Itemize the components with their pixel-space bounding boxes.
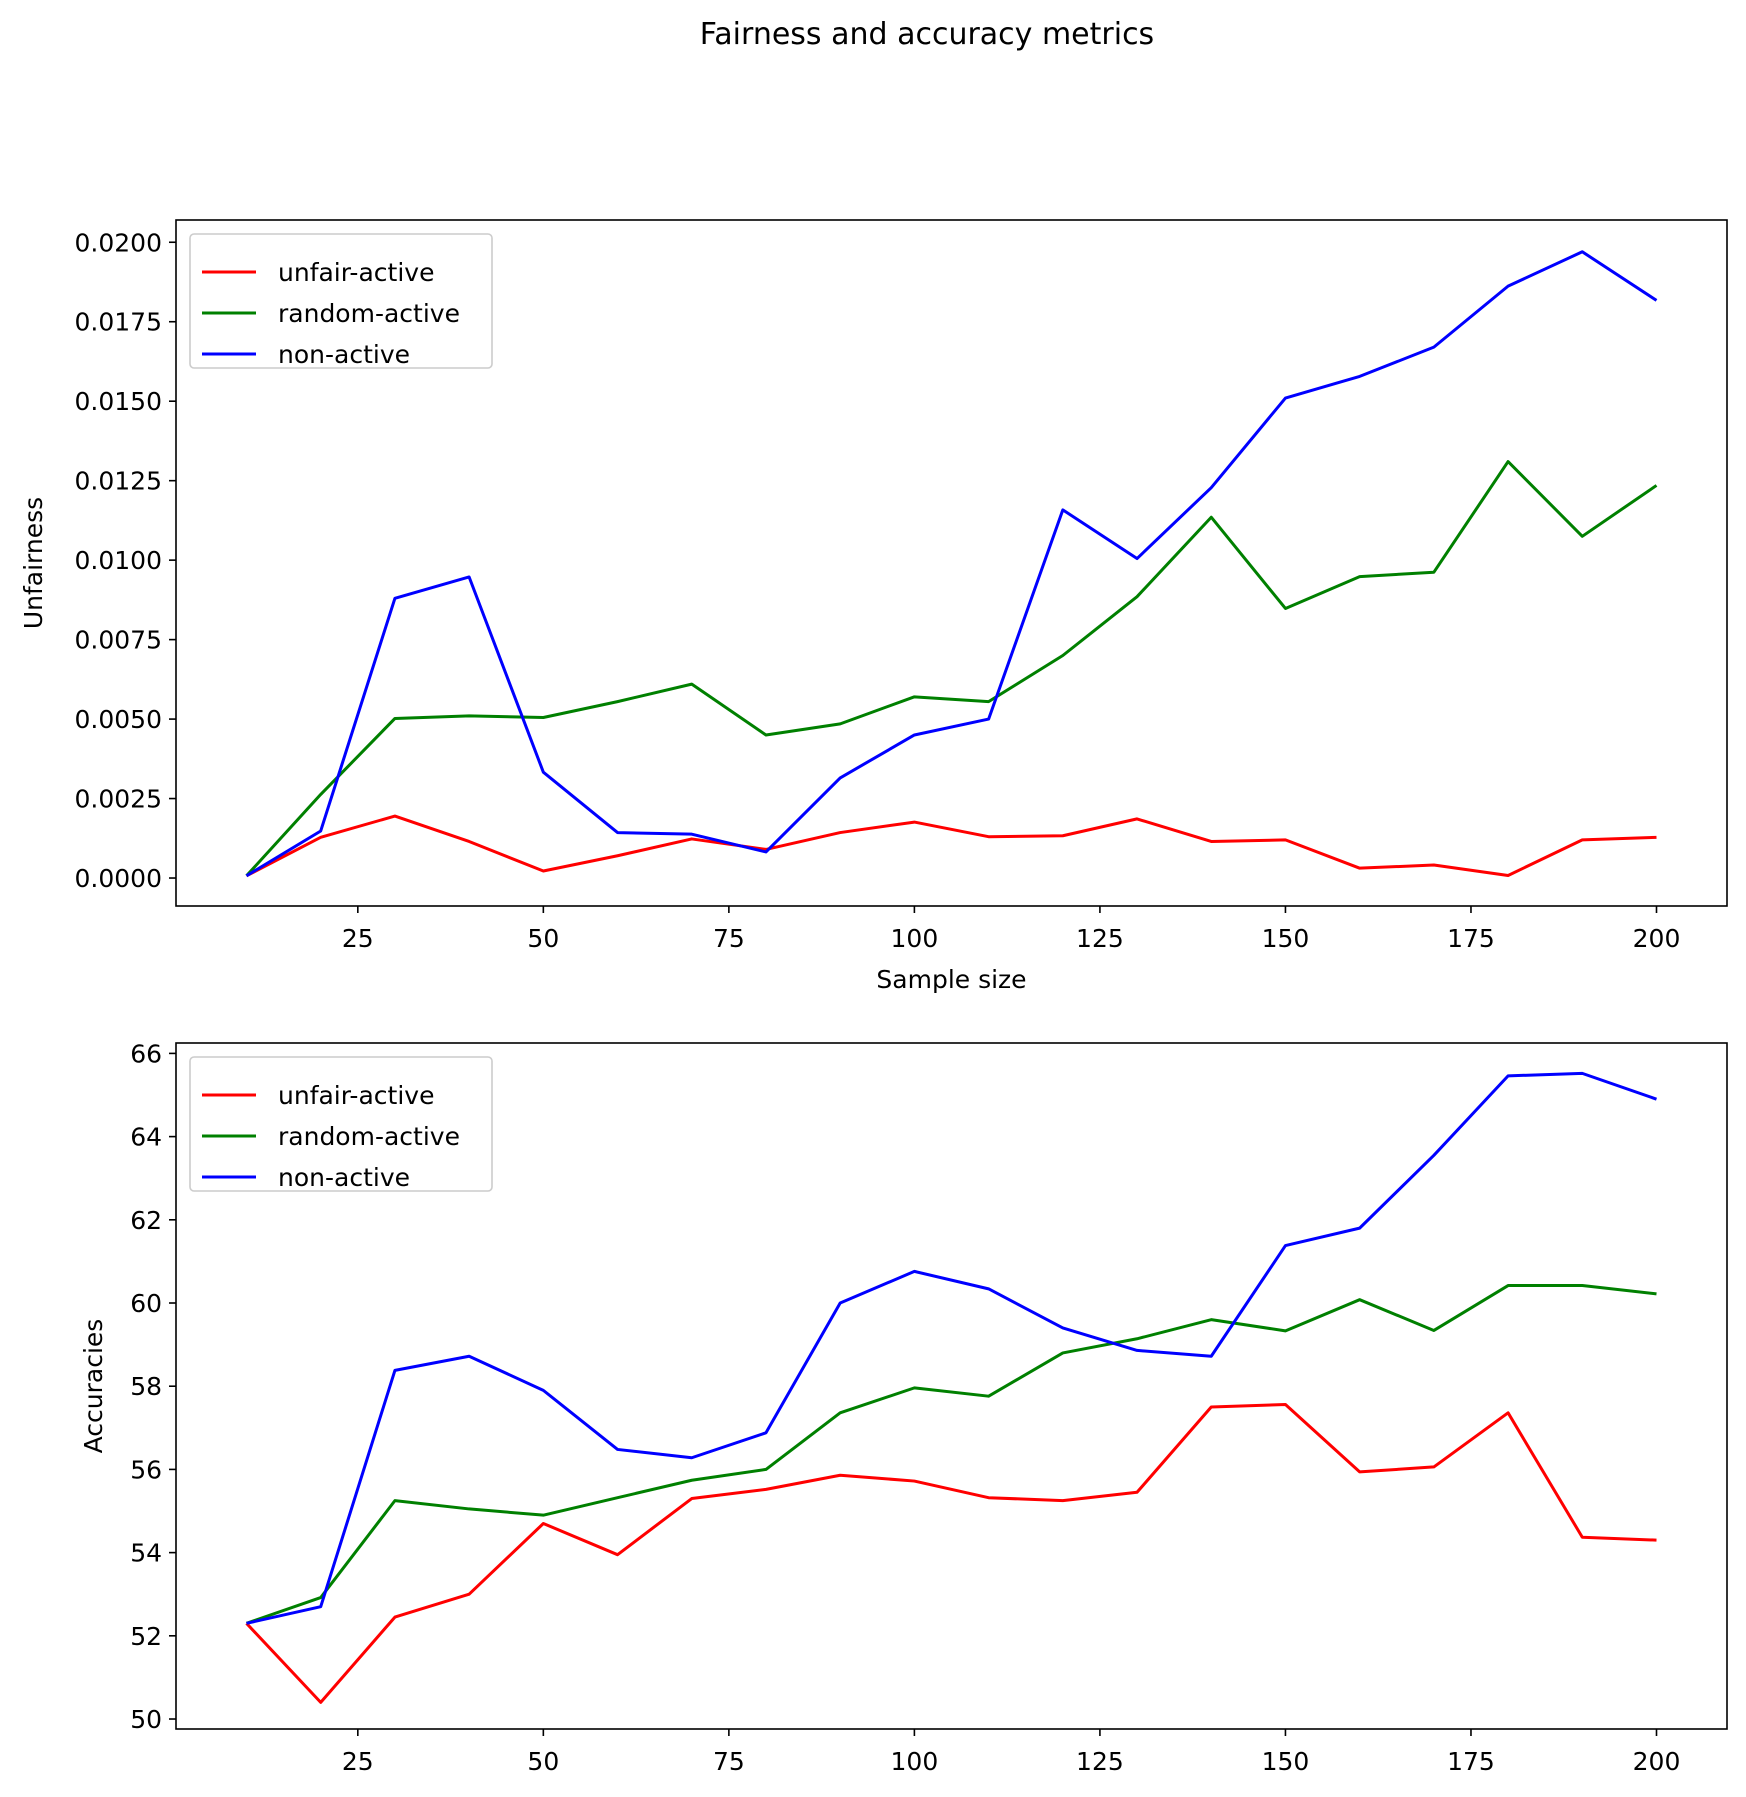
x-tick-label: 75 xyxy=(713,924,745,953)
y-tick-label: 50 xyxy=(130,1705,162,1734)
series-line-non-active xyxy=(245,250,1658,878)
x-tick-label: 50 xyxy=(527,1747,559,1776)
series-line-random-active xyxy=(245,460,1658,877)
y-tick-label: 0.0175 xyxy=(75,308,162,337)
accuracy-chart: 25 50 75 100 125 150 175 200 50 52 54 56 58 60 62 64 66 A… xyxy=(79,1039,1728,1776)
legend-label-non-active: non-active xyxy=(278,340,410,369)
x-tick-label: 200 xyxy=(1633,1747,1681,1776)
x-tick-label: 75 xyxy=(713,1747,745,1776)
y-tick-label: 0.0000 xyxy=(75,864,162,893)
series-line-unfair-active xyxy=(245,1403,1657,1704)
x-tick-label: 50 xyxy=(527,924,559,953)
x-tick-label: 125 xyxy=(1076,1747,1124,1776)
y-tick-label: 54 xyxy=(130,1539,162,1568)
series-line-random-active xyxy=(246,1284,1657,1625)
x-tick-label: 100 xyxy=(891,924,939,953)
series-line-non-active xyxy=(246,1071,1657,1625)
y-tick-label: 60 xyxy=(130,1289,162,1318)
y-tick-label: 0.0050 xyxy=(75,705,162,734)
y-tick-label: 0.0075 xyxy=(75,626,162,655)
legend: unfair-active random-active non-active xyxy=(189,233,493,369)
series-line-unfair-active xyxy=(245,814,1657,878)
x-tick-label: 25 xyxy=(342,924,374,953)
unfairness-chart: 25 50 75 100 125 150 175 200 0.0000 0.0025 0.0050 0… xyxy=(19,219,1728,994)
y-tick-label: 56 xyxy=(130,1455,162,1484)
y-tick-label: 0.0150 xyxy=(75,387,162,416)
y-tick-label: 0.0100 xyxy=(75,546,162,575)
y-tick-label: 64 xyxy=(130,1123,162,1152)
x-tick-label: 175 xyxy=(1447,924,1495,953)
x-tick-label: 25 xyxy=(342,1747,374,1776)
y-tick-label: 0.0125 xyxy=(75,467,162,496)
plot-frame xyxy=(175,219,1728,907)
legend-box xyxy=(189,1056,493,1192)
legend-label-unfair-active: unfair-active xyxy=(278,1081,434,1110)
x-tick-label: 175 xyxy=(1447,1747,1495,1776)
y-tick-label: 0.0200 xyxy=(75,228,162,257)
x-axis-label: Sample size xyxy=(876,965,1026,994)
y-tick-label: 66 xyxy=(130,1039,162,1068)
legend-label-random-active: random-active xyxy=(278,299,460,328)
legend-label-non-active: non-active xyxy=(278,1163,410,1192)
x-tick-label: 150 xyxy=(1262,924,1310,953)
legend-label-random-active: random-active xyxy=(278,1122,460,1151)
x-tick-label: 125 xyxy=(1076,924,1124,953)
x-tick-label: 100 xyxy=(891,1747,939,1776)
y-tick-label: 58 xyxy=(130,1372,162,1401)
y-tick-label: 0.0025 xyxy=(75,785,162,814)
figure-title: Fairness and accuracy metrics xyxy=(700,17,1154,52)
legend-label-unfair-active: unfair-active xyxy=(278,258,434,287)
legend: unfair-active random-active non-active xyxy=(189,1056,493,1192)
y-axis-label: Unfairness xyxy=(19,497,48,629)
x-tick-label: 150 xyxy=(1262,1747,1310,1776)
y-tick-label: 52 xyxy=(130,1622,162,1651)
y-axis-label: Accuracies xyxy=(79,1319,108,1454)
y-tick-label: 62 xyxy=(130,1206,162,1235)
legend-box xyxy=(189,233,493,369)
x-tick-label: 200 xyxy=(1633,924,1681,953)
